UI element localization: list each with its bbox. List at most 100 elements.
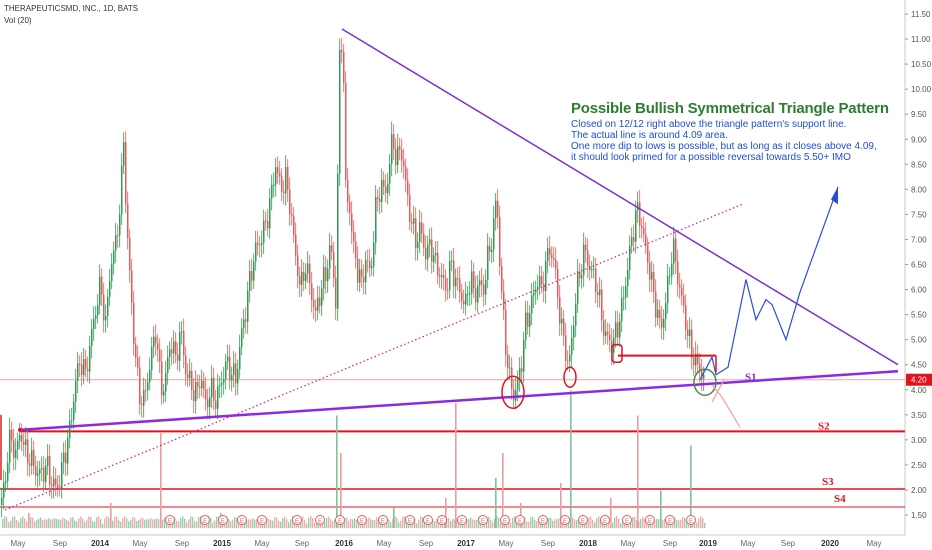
earnings-marker[interactable] xyxy=(478,515,488,525)
earnings-marker[interactable] xyxy=(500,515,510,525)
candle-body xyxy=(473,271,475,289)
volume-bar xyxy=(198,517,200,528)
candle-body xyxy=(583,244,585,276)
earnings-marker[interactable] xyxy=(423,515,433,525)
volume-bar xyxy=(574,519,576,528)
candle-body xyxy=(357,258,359,283)
volume-spike-bar xyxy=(560,483,562,528)
volume-bar xyxy=(330,519,332,528)
last-price-tag xyxy=(906,373,932,386)
earnings-marker[interactable] xyxy=(560,515,570,525)
candle-body xyxy=(703,374,705,379)
volume-bar xyxy=(414,518,416,528)
volume-bar xyxy=(500,522,502,528)
candle-body xyxy=(401,149,403,161)
y-tick-label: 7.00 xyxy=(911,235,927,244)
volume-bar xyxy=(484,521,486,528)
annotation-title: Possible Bullish Symmetrical Triangle Pa… xyxy=(571,100,889,117)
candle-body xyxy=(495,200,497,219)
volume-bar xyxy=(466,519,468,528)
candle-body xyxy=(445,278,447,291)
candle-body xyxy=(397,146,399,166)
volume-bar xyxy=(348,520,350,528)
earnings-marker[interactable] xyxy=(315,515,325,525)
earnings-marker-label: E xyxy=(518,519,522,525)
earnings-marker[interactable] xyxy=(600,515,610,525)
earnings-marker[interactable] xyxy=(457,515,467,525)
candle-body xyxy=(479,280,481,286)
earnings-marker[interactable] xyxy=(357,515,367,525)
candle-body xyxy=(503,291,505,310)
candle-body xyxy=(455,278,457,287)
volume-bar xyxy=(8,522,10,528)
candle-body xyxy=(575,303,577,326)
volume-bar xyxy=(528,521,530,528)
candle-body xyxy=(681,287,683,296)
candle-body xyxy=(421,222,423,234)
y-tick-label: 9.50 xyxy=(911,110,927,119)
candle-body xyxy=(307,263,309,274)
candle-body xyxy=(521,368,523,372)
candle-body xyxy=(265,220,267,222)
earnings-marker[interactable] xyxy=(378,515,388,525)
volume-bar xyxy=(278,520,280,528)
earnings-marker[interactable] xyxy=(686,515,696,525)
volume-bar xyxy=(254,519,256,528)
candle-body xyxy=(91,329,93,346)
volume-bar xyxy=(106,516,108,528)
volume-bar xyxy=(426,521,428,528)
earnings-marker[interactable] xyxy=(538,515,548,525)
earnings-marker[interactable] xyxy=(257,515,267,525)
candle-body xyxy=(369,261,371,268)
volume-bar xyxy=(150,518,152,528)
candle-body xyxy=(67,437,69,464)
candle-body xyxy=(127,203,129,238)
candle-body xyxy=(585,244,587,251)
earnings-marker[interactable] xyxy=(237,515,247,525)
earnings-marker[interactable] xyxy=(665,515,675,525)
volume-bar xyxy=(180,518,182,528)
volume-bar xyxy=(214,520,216,528)
candle-body xyxy=(677,261,679,285)
volume-bar xyxy=(144,520,146,528)
volume-spike-bar xyxy=(393,508,395,528)
earnings-marker[interactable] xyxy=(578,515,588,525)
volume-bar xyxy=(152,519,154,528)
earnings-marker[interactable] xyxy=(200,515,210,525)
earnings-marker[interactable] xyxy=(335,515,345,525)
volume-bar xyxy=(46,519,48,528)
volume-bar xyxy=(256,518,258,528)
earnings-marker[interactable] xyxy=(165,515,175,525)
earnings-marker[interactable] xyxy=(515,515,525,525)
volume-bar xyxy=(56,519,58,528)
earnings-marker[interactable] xyxy=(405,515,415,525)
volume-bar xyxy=(68,521,70,528)
volume-bar xyxy=(646,520,648,528)
candle-body xyxy=(617,322,619,338)
volume-bar xyxy=(356,519,358,528)
volume-bar xyxy=(116,516,118,528)
volume-bar xyxy=(556,519,558,528)
volume-bar xyxy=(164,517,166,528)
y-tick-label: 10.00 xyxy=(911,85,932,94)
candle-body xyxy=(255,242,257,262)
candle-body xyxy=(639,202,641,227)
candle-body xyxy=(151,346,153,371)
candle-body xyxy=(359,269,361,283)
earnings-marker[interactable] xyxy=(437,515,447,525)
volume-bar xyxy=(234,517,236,528)
volume-bar xyxy=(16,519,18,528)
volume-bar xyxy=(274,517,276,528)
earnings-marker-label: E xyxy=(240,519,244,525)
earnings-marker[interactable] xyxy=(218,515,228,525)
candle-body xyxy=(343,51,345,83)
earnings-marker[interactable] xyxy=(292,515,302,525)
candle-body xyxy=(75,380,77,402)
volume-bar xyxy=(572,517,574,528)
earnings-marker[interactable] xyxy=(622,515,632,525)
candle-body xyxy=(89,345,91,372)
earnings-marker[interactable] xyxy=(645,515,655,525)
candle-body xyxy=(195,382,197,402)
volume-bar xyxy=(590,516,592,528)
